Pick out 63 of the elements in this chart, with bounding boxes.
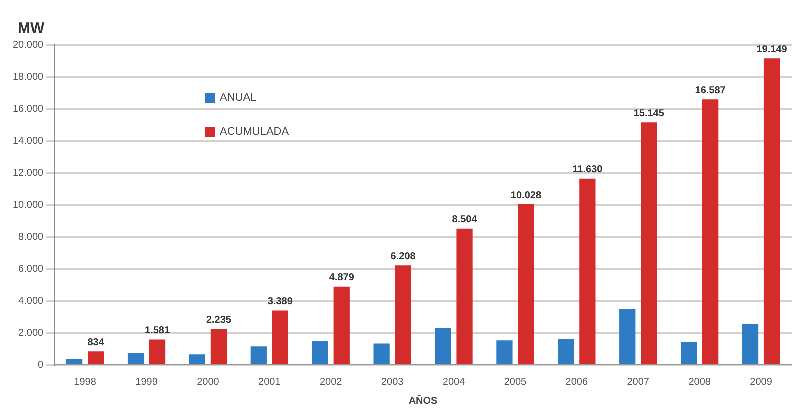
x-tick-label: 2005 (504, 376, 528, 388)
bar (149, 340, 166, 364)
data-label: 8.504 (452, 214, 478, 226)
legend-label: ACUMULADA (220, 126, 290, 138)
data-label: 15.145 (634, 108, 665, 120)
data-label: 4.879 (329, 272, 355, 284)
y-axis-title: MW (18, 20, 45, 37)
y-tick-label: 14.000 (12, 136, 44, 147)
x-tick-label: 2004 (442, 376, 466, 388)
data-label: 10.028 (510, 190, 542, 202)
x-tick-label: 2007 (627, 376, 650, 388)
data-label: 11.630 (572, 164, 604, 176)
x-tick-label: 2008 (688, 376, 712, 388)
y-tick-label: 12.000 (12, 168, 44, 179)
bar (334, 286, 350, 364)
data-label: 2.235 (206, 314, 232, 326)
bar (558, 339, 574, 364)
x-tick-label: 2006 (566, 376, 588, 388)
y-tick-label: 6.000 (18, 264, 44, 275)
bar (702, 100, 719, 364)
bar (189, 354, 206, 364)
data-label: 16.587 (695, 85, 726, 96)
y-tick-label: 16.000 (12, 104, 44, 115)
bar (764, 58, 780, 364)
y-tick-label: 2.000 (18, 328, 44, 339)
x-tick-label: 1998 (74, 376, 97, 388)
x-axis-title: AÑOS (408, 394, 438, 407)
bar (88, 352, 104, 364)
bar (395, 266, 412, 364)
bar (496, 340, 513, 364)
y-tick-label: 8.000 (18, 232, 44, 243)
bar (518, 204, 534, 364)
x-tick-label: 2003 (381, 376, 404, 388)
x-tick-label: 2002 (320, 376, 343, 388)
x-tick-label: 1999 (136, 376, 158, 388)
data-label: 1.581 (145, 325, 170, 336)
bar (742, 324, 759, 364)
y-tick-label: 10.000 (12, 200, 44, 211)
bar (374, 344, 390, 364)
bar (681, 342, 698, 364)
data-label: 834 (88, 337, 105, 348)
bar (128, 353, 144, 364)
y-tick-label: 0 (38, 360, 44, 371)
bar (435, 328, 452, 364)
x-tick-label: 2009 (750, 376, 773, 388)
x-tick-label: 2001 (258, 376, 282, 388)
x-tick-label: 2000 (197, 376, 220, 388)
bar (312, 341, 328, 364)
y-tick-label: 4.000 (18, 296, 44, 307)
y-tick-label: 18.000 (12, 72, 44, 83)
data-label: 6.208 (390, 251, 416, 262)
bar (66, 359, 83, 364)
bar (641, 122, 658, 364)
bar (580, 178, 596, 364)
bar (456, 228, 473, 364)
bar (272, 310, 288, 364)
bar (250, 346, 267, 364)
y-tick-label: 20.000 (12, 40, 44, 51)
data-label: 19.149 (756, 44, 788, 56)
data-label: 3.389 (268, 296, 294, 308)
legend-label: ANUAL (220, 92, 257, 104)
bar (620, 309, 636, 364)
bar (210, 329, 228, 364)
